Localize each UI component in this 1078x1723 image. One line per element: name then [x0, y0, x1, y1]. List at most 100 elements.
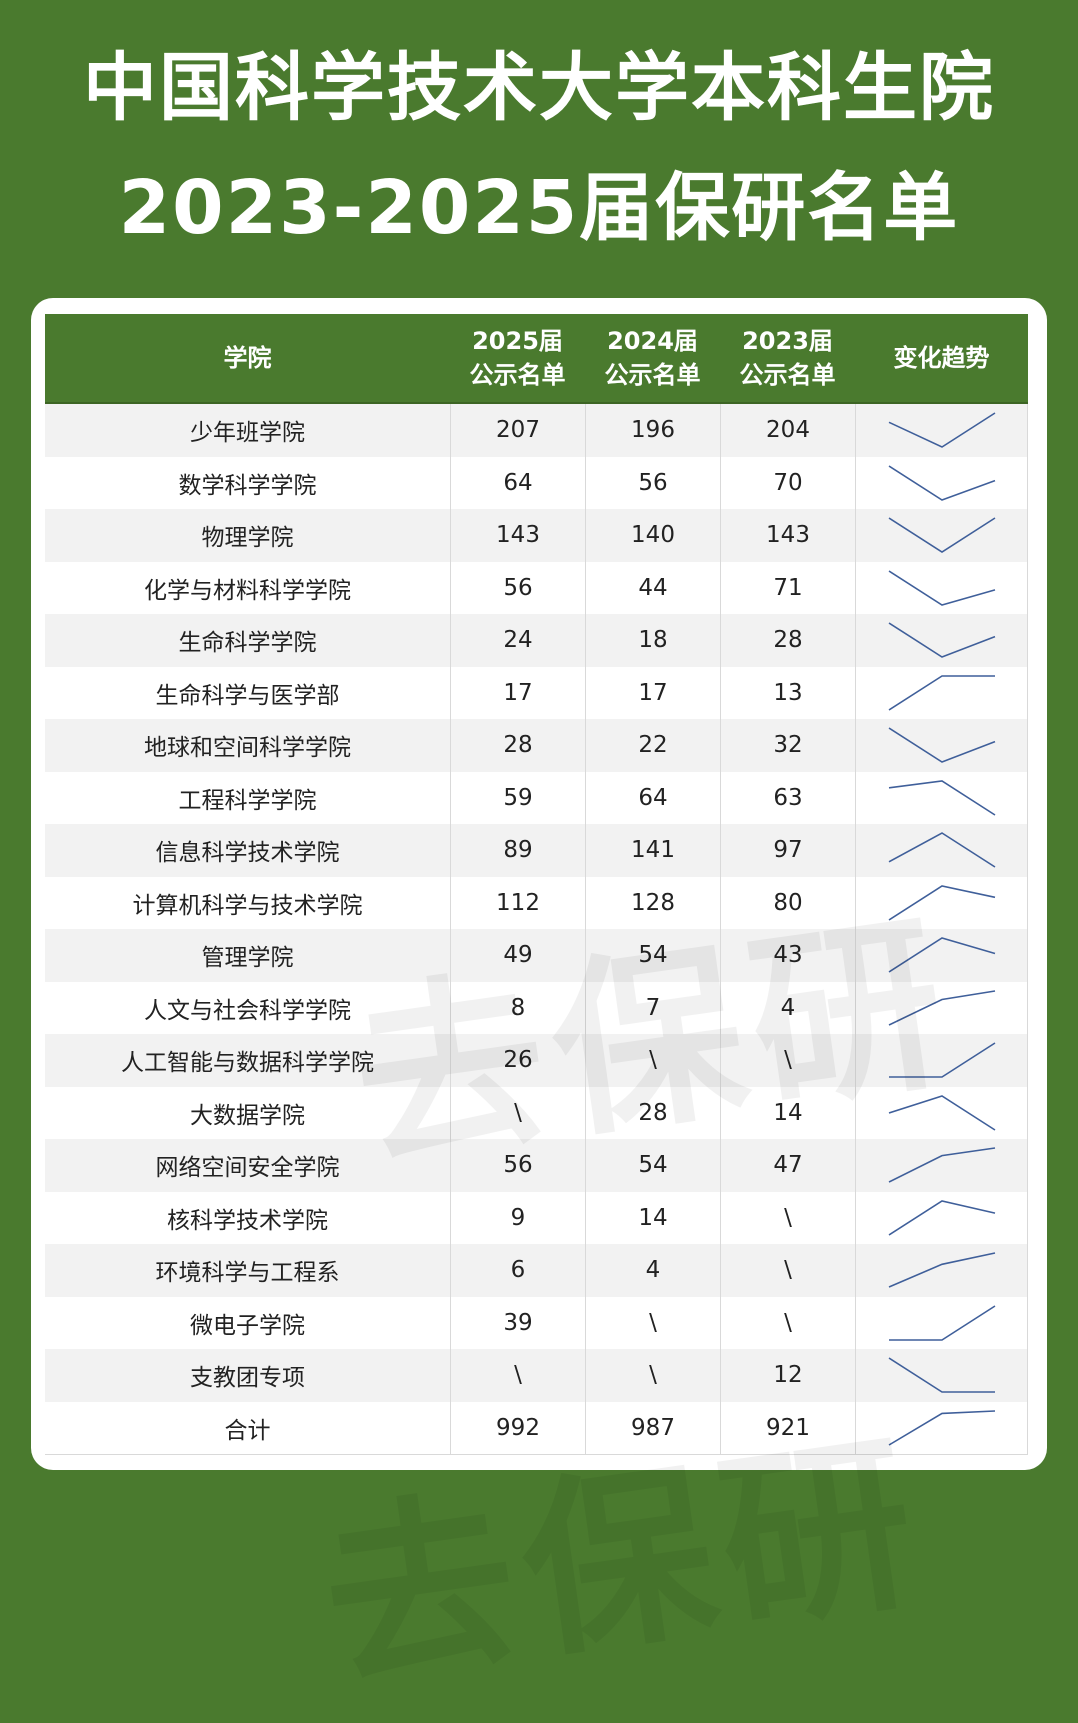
trend-cell [855, 614, 1028, 667]
college-cell: 化学与材料科学学院 [144, 577, 351, 604]
table-row: 化学与材料科学学院 56 44 71 [45, 561, 1028, 614]
value-2025-cell: 24 [450, 614, 585, 667]
value-2025-cell: 64 [450, 456, 585, 509]
value-2023-cell: 47 [720, 1139, 855, 1192]
trend-line [888, 622, 995, 659]
trend-sparkline [888, 1357, 995, 1394]
table-row: 大数据学院 \ 28 14 [45, 1086, 1028, 1139]
table-row: 物理学院 143 140 143 [45, 509, 1028, 562]
trend-sparkline [888, 1409, 995, 1446]
trend-cell [855, 1244, 1028, 1297]
trend-sparkline [888, 412, 995, 449]
trend-cell [855, 1191, 1028, 1244]
header-2025-year: 2025届 [472, 327, 563, 355]
value-2024-cell: 987 [585, 1401, 720, 1454]
value-2024-cell: 196 [585, 404, 720, 457]
trend-line [888, 1305, 995, 1341]
value-2023-cell: \ [720, 1244, 855, 1297]
value-2024-cell: 140 [585, 509, 720, 562]
trend-line [888, 517, 995, 554]
graduate-recommendation-table: 学院 2025届 公示名单 2024届 公示名单 2023届 公示名单 变化趋势… [45, 314, 1028, 1455]
trend-sparkline [888, 1305, 995, 1341]
page-subtitle: 2023-2025届保研名单 [118, 165, 960, 251]
value-2023-cell: 43 [720, 929, 855, 982]
value-2025-cell: 17 [450, 666, 585, 719]
value-2024-cell: 28 [585, 1086, 720, 1139]
value-2024-cell: 4 [585, 1244, 720, 1297]
trend-sparkline [888, 1042, 995, 1079]
college-cell: 微电子学院 [190, 1312, 305, 1339]
table-row: 工程科学学院 59 64 63 [45, 771, 1028, 824]
trend-sparkline [888, 570, 995, 606]
trend-sparkline [888, 622, 995, 659]
trend-cell [855, 1349, 1028, 1402]
trend-sparkline [888, 832, 995, 868]
value-2023-cell: 70 [720, 456, 855, 509]
value-2023-cell: 12 [720, 1349, 855, 1402]
college-cell: 环境科学与工程系 [155, 1260, 340, 1287]
value-2025-cell: 8 [450, 981, 585, 1034]
college-cell: 核科学技术学院 [167, 1207, 328, 1234]
trend-line [888, 1409, 995, 1446]
table-row: 核科学技术学院 9 14 \ [45, 1191, 1028, 1244]
college-cell: 生命科学与医学部 [155, 682, 340, 709]
table-row: 少年班学院 207 196 204 [45, 404, 1028, 457]
trend-line [888, 884, 995, 921]
header-2025: 2025届 公示名单 [450, 314, 585, 402]
college-cell: 信息科学技术学院 [155, 840, 340, 867]
header-college: 学院 [223, 344, 272, 372]
college-cell: 地球和空间科学学院 [144, 735, 351, 762]
value-2025-cell: \ [450, 1086, 585, 1139]
table-row: 生命科学学院 24 18 28 [45, 614, 1028, 667]
trend-sparkline [888, 1199, 995, 1236]
value-2023-cell: \ [720, 1191, 855, 1244]
trend-line [888, 989, 995, 1026]
table-row: 信息科学技术学院 89 141 97 [45, 824, 1028, 877]
college-cell: 数学科学学院 [178, 472, 317, 499]
value-2023-cell: 71 [720, 561, 855, 614]
trend-sparkline [888, 465, 995, 501]
value-2024-cell: 64 [585, 771, 720, 824]
college-cell: 合计 [224, 1417, 271, 1444]
trend-sparkline [888, 674, 995, 711]
header-trend: 变化趋势 [893, 344, 990, 372]
college-cell: 计算机科学与技术学院 [132, 892, 363, 919]
trend-cell [855, 1401, 1028, 1454]
header-2024-label: 公示名单 [604, 361, 701, 389]
table-row: 地球和空间科学学院 28 22 32 [45, 719, 1028, 772]
college-cell: 人文与社会科学学院 [144, 997, 351, 1024]
value-2025-cell: 89 [450, 824, 585, 877]
value-2025-cell: 49 [450, 929, 585, 982]
table-row: 微电子学院 39 \ \ [45, 1296, 1028, 1349]
trend-cell [855, 929, 1028, 982]
value-2024-cell: 54 [585, 929, 720, 982]
trend-sparkline [888, 884, 995, 921]
trend-cell [855, 719, 1028, 772]
trend-sparkline [888, 1252, 995, 1288]
value-2023-cell: 97 [720, 824, 855, 877]
header-2023: 2023届 公示名单 [720, 314, 855, 402]
value-2025-cell: 143 [450, 509, 585, 562]
table-row: 支教团专项 \ \ 12 [45, 1349, 1028, 1402]
value-2024-cell: \ [585, 1349, 720, 1402]
value-2023-cell: 63 [720, 771, 855, 824]
value-2023-cell: \ [720, 1296, 855, 1349]
college-cell: 支教团专项 [190, 1365, 305, 1392]
college-cell: 人工智能与数据科学学院 [121, 1050, 374, 1077]
value-2024-cell: 17 [585, 666, 720, 719]
table-row: 管理学院 49 54 43 [45, 929, 1028, 982]
value-2023-cell: 13 [720, 666, 855, 719]
trend-line [888, 570, 995, 606]
value-2025-cell: 9 [450, 1191, 585, 1244]
trend-sparkline [888, 937, 995, 973]
value-2023-cell: 4 [720, 981, 855, 1034]
table-card: 学院 2025届 公示名单 2024届 公示名单 2023届 公示名单 变化趋势… [31, 298, 1047, 1714]
table-row: 环境科学与工程系 6 4 \ [45, 1244, 1028, 1297]
value-2024-cell: 22 [585, 719, 720, 772]
trend-sparkline [888, 727, 995, 764]
trend-cell [855, 1296, 1028, 1349]
value-2023-cell: 28 [720, 614, 855, 667]
trend-line [888, 1357, 995, 1394]
header-2025-label: 公示名单 [469, 361, 566, 389]
value-2025-cell: 39 [450, 1296, 585, 1349]
